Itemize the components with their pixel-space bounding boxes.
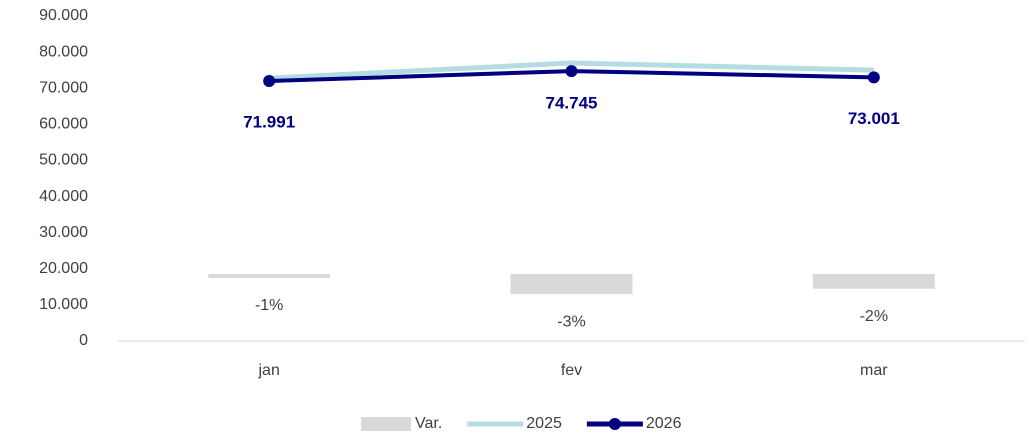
- data-label: 74.745: [546, 94, 598, 113]
- bar: [812, 273, 935, 289]
- x-tick-label: fev: [561, 362, 582, 379]
- data-label: 73.001: [848, 109, 900, 128]
- marker: [565, 65, 578, 78]
- data-label: -2%: [860, 308, 888, 325]
- legend-label: Var.: [415, 415, 442, 432]
- bar: [208, 273, 331, 279]
- y-tick-label: 50.000: [39, 152, 88, 169]
- y-tick-label: 40.000: [39, 188, 88, 205]
- line: [269, 60, 874, 81]
- y-tick-label: 60.000: [39, 116, 88, 133]
- marker: [263, 75, 276, 88]
- legend-swatch: [361, 417, 411, 431]
- data-label: -1%: [255, 297, 283, 314]
- x-tick-label: mar: [860, 362, 888, 379]
- legend-marker: [608, 418, 621, 430]
- y-tick-label: 80.000: [39, 43, 88, 60]
- bar: [510, 273, 633, 295]
- y-tick-label: 70.000: [39, 79, 88, 96]
- y-tick-label: 10.000: [39, 296, 88, 313]
- y-tick-label: 90.000: [39, 7, 88, 24]
- data-label: 71.991: [243, 113, 295, 132]
- data-label: -3%: [557, 313, 585, 330]
- y-tick-label: 0: [79, 332, 88, 349]
- marker: [867, 71, 880, 84]
- legend-label: 2025: [526, 415, 562, 432]
- y-tick-label: 20.000: [39, 260, 88, 277]
- x-tick-label: jan: [257, 362, 279, 379]
- y-tick-label: 30.000: [39, 224, 88, 241]
- legend-label: 2026: [646, 415, 682, 432]
